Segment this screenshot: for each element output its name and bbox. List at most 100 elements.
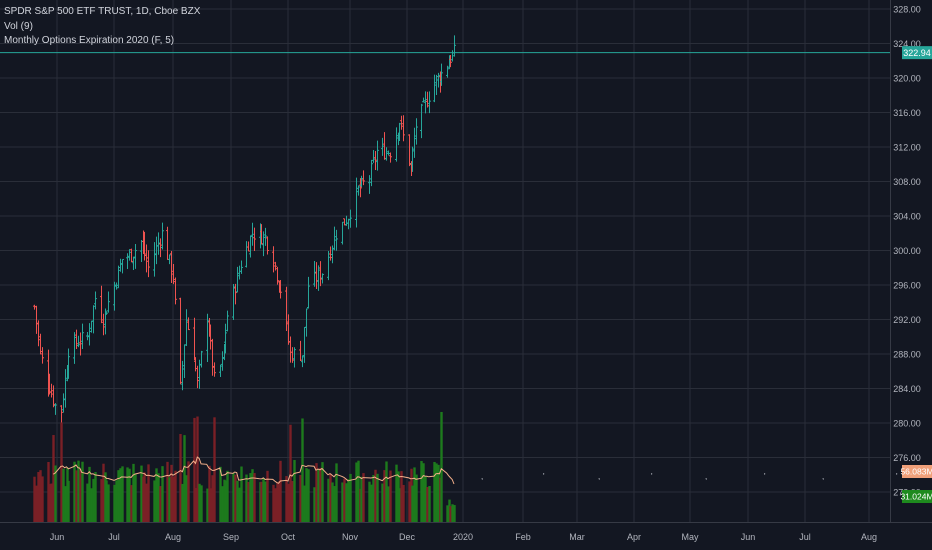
price-tick-label: 280.00	[893, 419, 921, 429]
volume-bar	[200, 485, 203, 522]
price-tick-label: 320.00	[893, 74, 921, 84]
volume-bar	[128, 468, 131, 522]
volume-bar	[347, 479, 350, 522]
volume-bar	[249, 473, 252, 522]
volume-bar	[428, 485, 431, 522]
volume-bar	[48, 484, 51, 522]
volume-bar	[319, 467, 322, 522]
volume-bar	[134, 474, 137, 522]
volume-bar	[262, 478, 265, 522]
volume-bar	[253, 473, 256, 522]
price-tick-label: 288.00	[893, 350, 921, 360]
volume-bar	[260, 481, 263, 522]
volume-bar	[327, 478, 330, 522]
volume-bar	[402, 484, 405, 522]
volume-bar	[245, 474, 248, 522]
volume-bar	[90, 488, 93, 522]
volume-bar	[331, 482, 334, 522]
volume-bar	[113, 484, 116, 522]
volume-bar	[301, 418, 304, 522]
time-tick-label: Feb	[515, 532, 531, 542]
volume-bar	[81, 461, 84, 522]
time-tick-label: Jun	[50, 532, 65, 542]
volume-bar	[451, 504, 454, 522]
volume-bar	[196, 416, 199, 522]
volume-series	[33, 412, 456, 522]
price-tick-label: 304.00	[893, 212, 921, 222]
volume-bar	[276, 482, 279, 522]
volume-bar	[219, 466, 222, 522]
volume-bar	[140, 465, 143, 522]
volume-bar	[307, 469, 310, 522]
legend-symbol[interactable]: SPDR S&P 500 ETF TRUST, 1D, Cboe BZX	[4, 6, 201, 17]
volume-bar	[121, 466, 124, 522]
volume-bar	[211, 475, 214, 522]
volume-bar	[79, 469, 82, 522]
volume-bar	[343, 478, 346, 522]
time-tick-label: Nov	[342, 532, 359, 542]
price-tick-label: 328.00	[893, 5, 921, 15]
volume-bar	[424, 476, 427, 522]
legend-volume[interactable]: Vol (9)	[4, 20, 33, 32]
grid	[0, 0, 890, 522]
time-tick-label: Jun	[741, 532, 756, 542]
volume-bar	[145, 483, 148, 522]
volume-bar	[213, 417, 216, 522]
volume-bar	[232, 473, 235, 522]
volume-bar	[100, 479, 103, 522]
expiration-marker: ,	[598, 472, 600, 481]
time-tick-label: Aug	[861, 532, 877, 542]
chart-legend: SPDR S&P 500 ETF TRUST, 1D, Cboe BZX Vol…	[4, 5, 200, 49]
volume-bar	[272, 484, 275, 522]
volume-bar	[291, 480, 294, 522]
volume-bar	[426, 487, 429, 522]
volume-bar	[117, 470, 120, 522]
volume-bar	[105, 480, 108, 522]
time-tick-label: Jul	[799, 532, 811, 542]
volume-bar	[198, 483, 201, 522]
volume-bar	[368, 481, 371, 522]
volume-bar	[206, 488, 209, 522]
expiration-marker: '	[896, 472, 898, 481]
volume-bar	[360, 476, 363, 522]
volume-bar	[73, 461, 76, 522]
volume-bar	[33, 476, 36, 522]
volume-bar	[62, 468, 65, 522]
volume-bar	[341, 482, 344, 522]
volume-bar	[385, 461, 388, 522]
volume-bar	[453, 505, 456, 522]
volume-bar	[437, 464, 440, 522]
volume-bar	[54, 465, 57, 522]
volume-bar	[279, 460, 282, 522]
volume-bar	[67, 480, 70, 522]
volume-bar	[357, 460, 360, 522]
volume-bar	[329, 473, 332, 522]
volume-bar	[194, 488, 197, 522]
expiration-marker: ,	[481, 472, 483, 481]
time-tick-label: Jul	[108, 532, 120, 542]
volume-bar	[362, 473, 365, 522]
volume-bar	[398, 488, 401, 522]
volume-bar	[161, 466, 164, 522]
volume-bar	[355, 462, 358, 522]
volume-bar	[41, 476, 44, 522]
legend-indicator[interactable]: Monthly Options Expiration 2020 (F, 5)	[4, 35, 175, 46]
volume-bar	[408, 481, 411, 522]
price-series: , ', ', ', '	[0, 35, 898, 481]
volume-bar	[132, 463, 135, 522]
volume-bar	[335, 463, 338, 522]
volume-bar	[170, 464, 173, 522]
time-tick-label: Dec	[399, 532, 416, 542]
volume-bar	[387, 486, 390, 522]
volume-bar	[86, 483, 89, 522]
volume-bar	[126, 467, 129, 522]
volume-bar	[285, 476, 288, 522]
volume-bar	[333, 486, 336, 522]
volume-bar	[446, 505, 449, 522]
volume-bar	[440, 412, 443, 522]
volume-bar	[77, 460, 80, 522]
volume-bar	[193, 417, 196, 522]
